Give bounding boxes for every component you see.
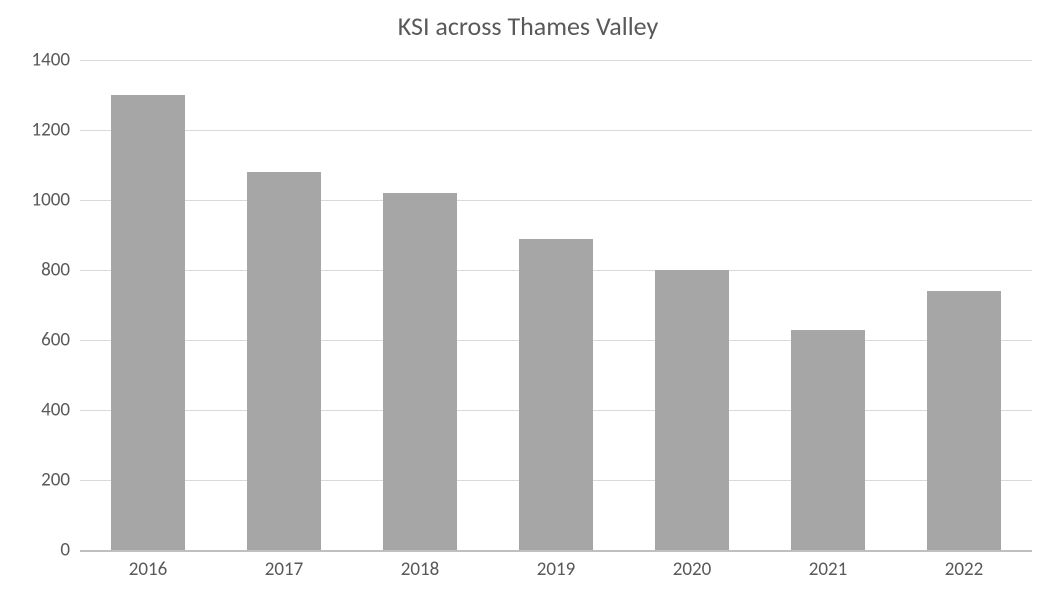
bar-2022 <box>927 291 1002 550</box>
x-axis-label: 2018 <box>401 550 440 581</box>
y-axis-label: 400 <box>41 399 80 422</box>
bars-layer <box>80 60 1032 550</box>
bar-2019 <box>519 239 594 551</box>
bar-2018 <box>383 193 458 550</box>
y-axis-label: 800 <box>41 259 80 282</box>
y-axis-label: 200 <box>41 469 80 492</box>
ksi-bar-chart: KSI across Thames Valley 020040060080010… <box>0 0 1056 594</box>
bar-2020 <box>655 270 730 550</box>
y-axis-label: 1200 <box>31 119 80 142</box>
x-axis-label: 2022 <box>945 550 984 581</box>
y-axis-label: 1400 <box>31 49 80 72</box>
x-axis-label: 2016 <box>129 550 168 581</box>
x-axis-label: 2019 <box>537 550 576 581</box>
plot-area: 0200400600800100012001400201620172018201… <box>80 60 1032 550</box>
chart-title: KSI across Thames Valley <box>0 10 1056 42</box>
bar-2017 <box>247 172 322 550</box>
x-axis-label: 2020 <box>673 550 712 581</box>
bar-2021 <box>791 330 866 551</box>
y-axis-label: 1000 <box>31 189 80 212</box>
x-axis-label: 2021 <box>809 550 848 581</box>
y-axis-label: 0 <box>60 539 80 562</box>
bar-2016 <box>111 95 186 550</box>
x-axis-label: 2017 <box>265 550 304 581</box>
y-axis-label: 600 <box>41 329 80 352</box>
